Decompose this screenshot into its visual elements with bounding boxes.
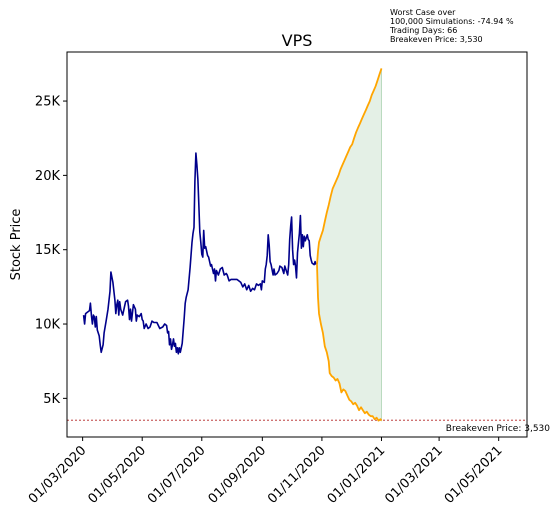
x-tick-label: 01/05/2020 — [85, 443, 149, 507]
annotation-line: Worst Case over — [390, 8, 456, 17]
history-line — [82, 152, 317, 355]
x-tick-label: 01/05/2021 — [442, 443, 506, 507]
y-tick-label: 10K — [35, 318, 61, 333]
annotation-line: Breakeven Price: 3,530 — [390, 35, 483, 44]
projection-upper-line — [316, 68, 383, 265]
y-axis-label: Stock Price — [9, 209, 24, 281]
chart-title: VPS — [282, 31, 313, 50]
x-tick-label: 01/07/2020 — [145, 443, 209, 507]
x-tick-label: 01/03/2021 — [382, 443, 446, 507]
x-tick-label: 01/03/2020 — [26, 443, 90, 507]
y-tick-label: 20K — [35, 169, 61, 184]
projection-band — [316, 68, 382, 422]
y-tick-label: 25K — [35, 95, 61, 110]
annotation-line: 100,000 Simulations: -74.94 % — [390, 17, 514, 26]
projection-lower-line — [316, 264, 383, 422]
y-tick-label: 5K — [43, 392, 60, 407]
annotation-line: Trading Days: 66 — [389, 26, 457, 35]
x-tick-label: 01/09/2020 — [206, 443, 270, 507]
x-axis: 01/03/202001/05/202001/07/202001/09/2020… — [26, 437, 506, 507]
x-tick-label: 01/01/2021 — [325, 443, 389, 507]
x-tick-label: 01/11/2020 — [265, 443, 329, 507]
breakeven-label: Breakeven Price: 3,530 — [446, 424, 550, 434]
plot-area: Breakeven Price: 3,530 — [66, 51, 550, 438]
y-axis: 5K 10K 15K 20K 25K — [35, 95, 67, 407]
y-tick-label: 15K — [35, 243, 61, 258]
plot-frame — [66, 51, 528, 438]
